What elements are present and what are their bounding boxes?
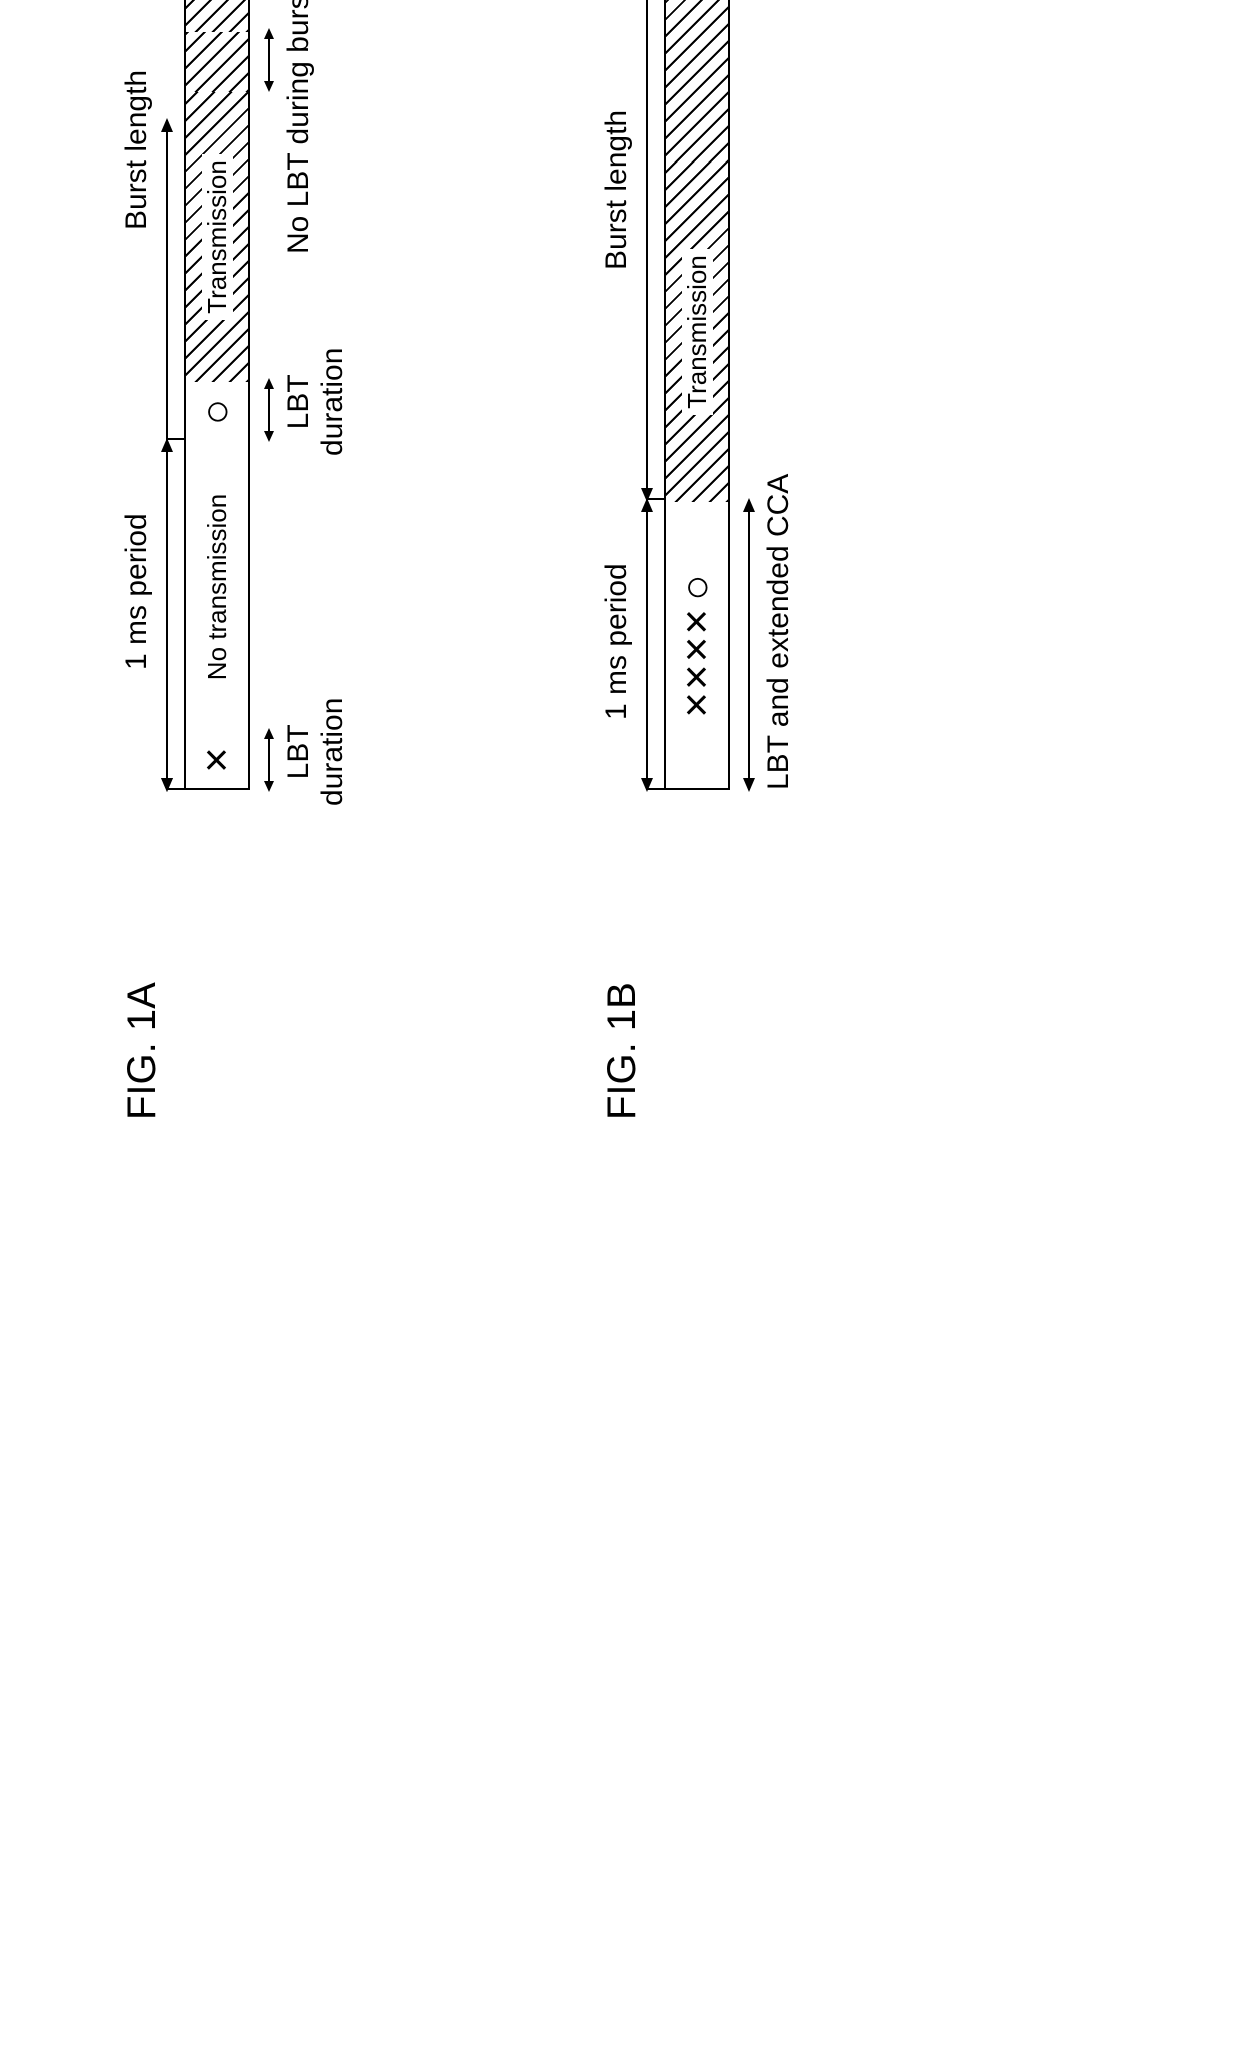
tick bbox=[166, 788, 186, 790]
o-icon: ○ bbox=[672, 572, 722, 601]
fig-b-tx2 bbox=[664, 0, 730, 162]
fig-a-gap bbox=[184, 30, 250, 92]
o-icon: ○ bbox=[195, 399, 239, 426]
fig-a-lbt1-slot: × bbox=[184, 730, 250, 790]
fig-a-burst-arrow bbox=[166, 120, 168, 790]
fig-a-tail bbox=[184, 0, 250, 32]
x-icon: × bbox=[672, 635, 722, 663]
fig-b-tx1: Transmission bbox=[664, 160, 730, 502]
fig-a-diagram: 1 ms period Burst length × No transmissi… bbox=[120, 0, 420, 790]
fig-a-lbt1-arrow bbox=[268, 730, 270, 790]
tick bbox=[646, 788, 666, 790]
fig-a-lbt2-slot: ○ bbox=[184, 380, 250, 442]
no-tx-label: No transmission bbox=[202, 494, 233, 680]
fig-a-nolbt: No LBT during burst bbox=[282, 0, 316, 254]
x-icon: × bbox=[195, 747, 239, 773]
x-icon: × bbox=[672, 662, 722, 690]
fig-a-no-tx: No transmission bbox=[184, 440, 250, 732]
fig-a-label: FIG. 1A bbox=[120, 982, 165, 1120]
fig-b-label: FIG. 1B bbox=[600, 982, 645, 1120]
tx-label: Transmission bbox=[682, 249, 713, 415]
fig-a-burst-label: Burst length bbox=[120, 70, 154, 230]
fig-b-cca: × × × × ○ bbox=[664, 500, 730, 790]
x-icon: × bbox=[672, 607, 722, 635]
fig-a-tx: Transmission bbox=[184, 90, 250, 382]
fig-b-period-arrow bbox=[646, 500, 648, 790]
tick bbox=[166, 438, 186, 440]
tick bbox=[646, 498, 666, 500]
fig-a-lbt1-dur: LBTduration bbox=[282, 698, 350, 806]
fig-b-burst-label: Burst length bbox=[600, 110, 634, 270]
fig-a-lbt2-arrow bbox=[268, 380, 270, 440]
rotated-page: FIG. 1A 1 ms period Burst length × No tr… bbox=[0, 0, 1240, 1240]
fig-b-diagram: 1 ms period Burst length × × × × ○ Trans… bbox=[600, 0, 900, 790]
fig-b-burst-arrow bbox=[646, 0, 648, 500]
fig-b-cca-arrow bbox=[748, 500, 750, 790]
fig-a-period-label: 1 ms period bbox=[120, 513, 154, 670]
fig-b-period-label: 1 ms period bbox=[600, 563, 634, 720]
fig-a-gap-arrow bbox=[268, 30, 270, 90]
x-icon: × bbox=[672, 690, 722, 718]
fig-b-bar: × × × × ○ Transmission bbox=[664, 0, 732, 790]
fig-a-bar: × No transmission ○ Transmission bbox=[184, 0, 252, 790]
fig-a-lbt2-dur: LBTduration bbox=[282, 348, 350, 456]
fig-b-cca-label: LBT and extended CCA bbox=[762, 474, 796, 790]
tx-label: Transmission bbox=[202, 154, 233, 320]
